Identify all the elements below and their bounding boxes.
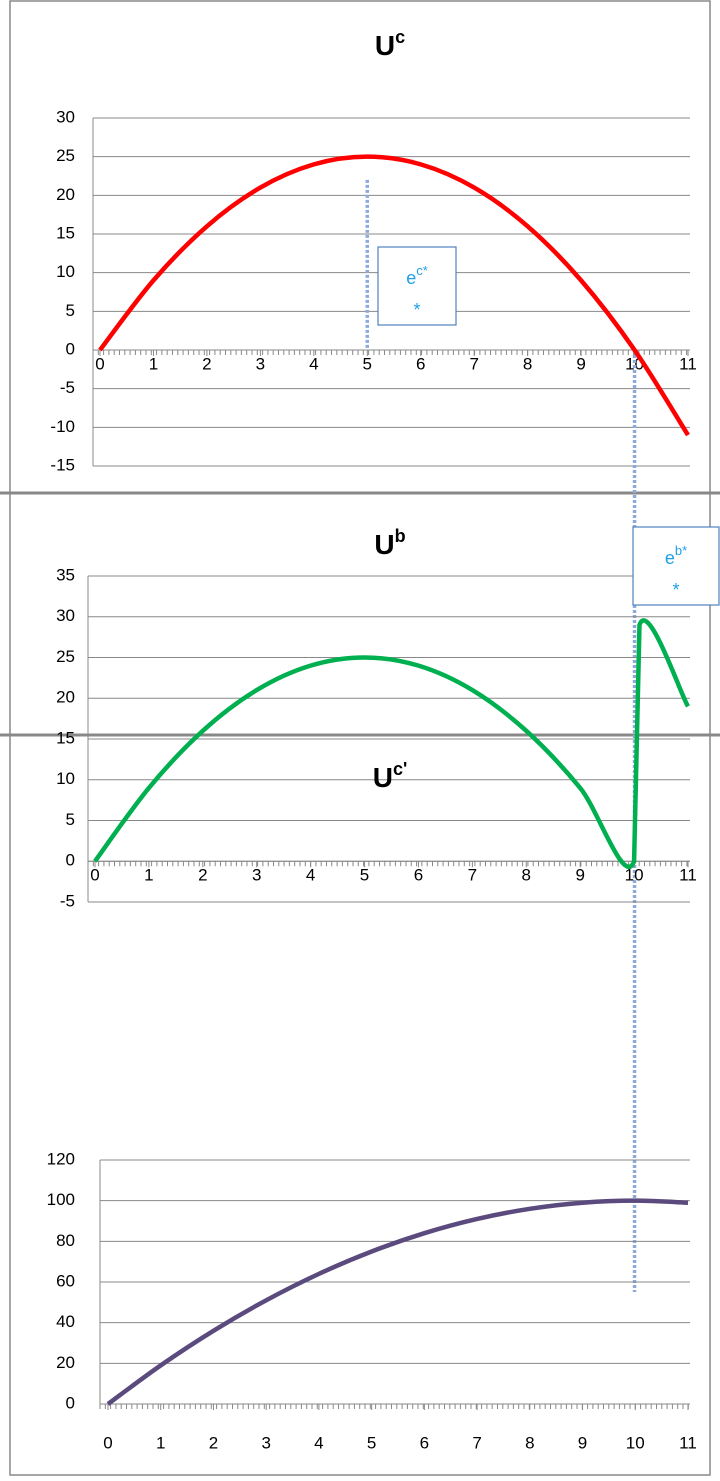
x-tick-label: 7 <box>472 1433 481 1452</box>
x-tick-label: 9 <box>575 866 584 885</box>
y-tick-label: 80 <box>56 1231 75 1250</box>
x-tick-label: 1 <box>144 866 153 885</box>
y-tick-label: 40 <box>56 1312 75 1331</box>
x-tick-label: 8 <box>523 354 532 373</box>
y-tick-label: 5 <box>66 810 75 829</box>
x-tick-label: 5 <box>363 354 372 373</box>
y-tick-label: 30 <box>56 606 75 625</box>
line-series <box>93 618 690 870</box>
x-tick-label: 3 <box>261 1433 270 1452</box>
x-tick-label: 0 <box>90 866 99 885</box>
x-tick-label: 7 <box>469 354 478 373</box>
x-tick-label: 1 <box>156 1433 165 1452</box>
x-tick-label: 2 <box>198 866 207 885</box>
x-tick-label: 9 <box>578 1433 587 1452</box>
y-tick-label: 30 <box>56 107 75 126</box>
y-tick-label: 35 <box>56 565 75 584</box>
line-series <box>106 1198 689 1406</box>
x-tick-label: 10 <box>625 866 644 885</box>
y-tick-label: -10 <box>50 417 75 436</box>
x-tick-label: 3 <box>252 866 261 885</box>
annotation-sup: b* <box>675 543 687 558</box>
annotation-line2: * <box>413 300 420 320</box>
y-tick-label: 100 <box>47 1190 75 1209</box>
x-tick-label: 7 <box>468 866 477 885</box>
x-tick-label: 11 <box>679 1433 697 1452</box>
title-sup: c' <box>393 759 407 779</box>
line-series <box>98 154 690 437</box>
x-tick-label: 5 <box>360 866 369 885</box>
x-tick-label: 9 <box>576 354 585 373</box>
x-tick-label: 2 <box>209 1433 218 1452</box>
x-tick-label: 6 <box>414 866 423 885</box>
x-tick-label: 2 <box>202 354 211 373</box>
chart-title: Ub <box>374 526 405 561</box>
x-tick-label: 4 <box>314 1433 323 1452</box>
annotation-box <box>632 526 720 606</box>
y-tick-label: 5 <box>66 301 75 320</box>
y-tick-label: 20 <box>56 688 75 707</box>
y-tick-label: 15 <box>56 223 75 242</box>
x-tick-label: 1 <box>149 354 158 373</box>
y-tick-label: 0 <box>66 339 75 358</box>
annotation-text: eb* <box>665 543 687 567</box>
x-tick-label: 8 <box>522 866 531 885</box>
x-tick-label: 5 <box>367 1433 376 1452</box>
x-tick-label: 11 <box>679 866 697 885</box>
y-tick-label: 60 <box>56 1271 75 1290</box>
annotation-main: e <box>406 268 416 288</box>
annotation-sup: c* <box>416 263 428 278</box>
chart-title: Uc' <box>373 759 408 794</box>
annotation-text: ec* <box>406 263 428 287</box>
x-tick-label: 11 <box>679 354 697 373</box>
annotation-main: e <box>665 548 675 568</box>
title-sup: c <box>395 27 405 47</box>
y-tick-label: 25 <box>56 146 75 165</box>
x-tick-label: 10 <box>626 1433 645 1452</box>
y-tick-label: -5 <box>60 891 75 910</box>
x-tick-label: 0 <box>95 354 104 373</box>
x-tick-label: 4 <box>309 354 318 373</box>
chart-title: Uc <box>375 27 405 62</box>
title-main: U <box>373 762 393 793</box>
y-tick-label: 10 <box>56 262 75 281</box>
annotation-line2: * <box>672 580 679 600</box>
x-tick-label: 8 <box>525 1433 534 1452</box>
title-sup: b <box>395 526 406 546</box>
y-tick-label: 10 <box>56 769 75 788</box>
y-tick-label: -15 <box>50 455 75 474</box>
annotation-box <box>377 246 457 326</box>
frame <box>9 0 711 1476</box>
y-tick-label: 20 <box>56 1353 75 1372</box>
y-tick-label: 0 <box>66 1393 75 1412</box>
x-tick-label: 4 <box>306 866 315 885</box>
y-tick-label: 15 <box>56 728 75 747</box>
y-tick-label: -5 <box>60 378 75 397</box>
y-tick-label: 25 <box>56 647 75 666</box>
x-tick-label: 6 <box>420 1433 429 1452</box>
title-main: U <box>375 30 395 61</box>
x-tick-label: 0 <box>103 1433 112 1452</box>
x-tick-label: 6 <box>416 354 425 373</box>
y-tick-label: 20 <box>56 185 75 204</box>
title-main: U <box>374 529 394 560</box>
x-tick-label: 3 <box>256 354 265 373</box>
y-tick-label: 0 <box>66 851 75 870</box>
y-tick-label: 120 <box>47 1149 75 1168</box>
